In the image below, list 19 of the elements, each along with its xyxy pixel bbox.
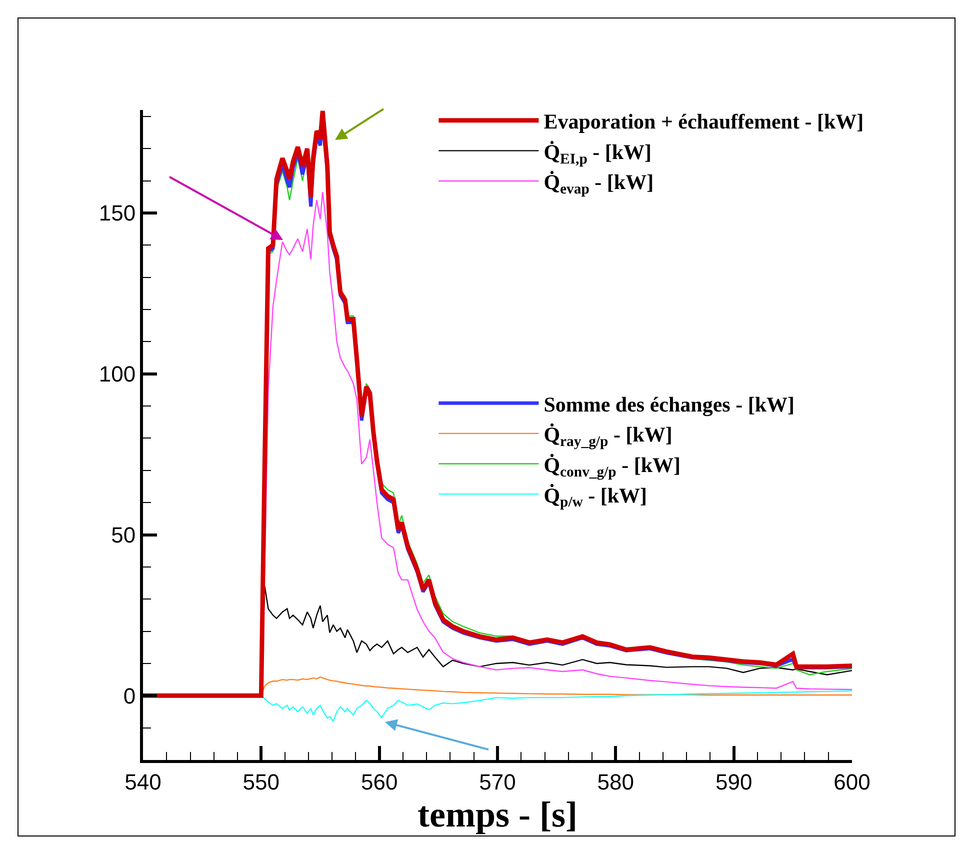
x-tick-label: 560	[360, 769, 398, 794]
x-tick-label: 580	[597, 769, 634, 794]
x-tick-label: 570	[479, 769, 516, 794]
x-tick-label: 600	[834, 769, 870, 794]
legend-label: Q̇$_{p/w}$ - [kW]	[544, 483, 648, 511]
y-tick-label: 0	[123, 683, 136, 708]
x-tick-label: 590	[715, 769, 752, 794]
x-tick-label: 540	[124, 769, 162, 794]
legend-label: Q̇$_{EI,p}$ - [kW]	[544, 140, 652, 168]
legend-label: Somme des échanges - [kW]	[544, 392, 795, 416]
legend-label: Q̇$_{conv_g/p}$ - [kW]	[544, 452, 681, 480]
x-tick-label: 550	[242, 769, 280, 794]
y-tick-label: 50	[111, 522, 136, 548]
legend-label: Q̇$_{ray_g/p}$ - [kW]	[544, 422, 672, 450]
y-tick-label: 150	[98, 200, 136, 226]
x-axis-title: temps - [s]	[418, 794, 578, 834]
y-tick-label: 100	[98, 362, 136, 387]
legend-label: Evaporation + échauffement - [kW]	[544, 110, 864, 134]
legend-label: Q̇$_{evap}$ - [kW]	[544, 170, 654, 198]
